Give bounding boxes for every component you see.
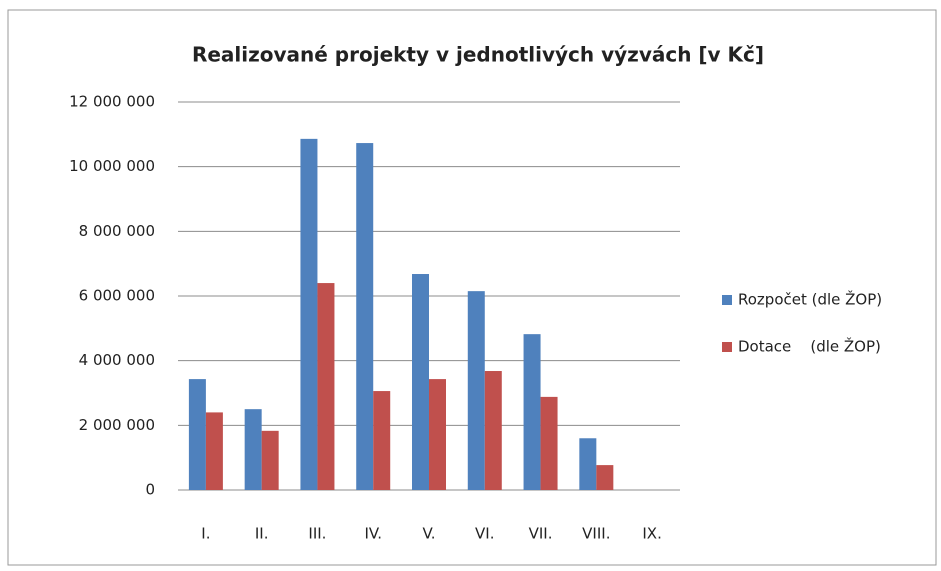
bar [540, 396, 558, 490]
bar [205, 412, 223, 490]
x-tick-label: V. [422, 525, 435, 543]
bar [484, 371, 502, 490]
bar [412, 274, 429, 490]
bar [523, 334, 541, 490]
x-tick-label: II. [255, 525, 269, 543]
bar [579, 438, 597, 490]
y-tick-label: 12 000 000 [69, 93, 155, 111]
y-tick-label: 4 000 000 [79, 351, 155, 369]
x-tick-label: VI. [475, 525, 494, 543]
x-tick-label: IV. [364, 525, 382, 543]
y-tick-label: 10 000 000 [69, 157, 155, 175]
bar [373, 391, 391, 490]
bar [467, 291, 485, 490]
legend-label: Dotace (dle ŽOP) [738, 337, 881, 356]
bar [356, 143, 374, 490]
legend-swatch [722, 295, 732, 305]
y-tick-label: 2 000 000 [79, 416, 155, 434]
bar [596, 465, 614, 490]
y-tick-label: 8 000 000 [79, 222, 155, 240]
bar [429, 379, 446, 490]
legend-swatch [722, 342, 732, 352]
chart-title: Realizované projekty v jednotlivých výzv… [192, 43, 764, 67]
bar [300, 138, 318, 491]
x-tick-label: IX. [642, 525, 661, 543]
x-tick-label: VII. [529, 525, 553, 543]
x-tick-label: III. [308, 525, 326, 543]
x-tick-label: I. [201, 525, 210, 543]
legend-label: Rozpočet (dle ŽOP) [738, 290, 882, 309]
bar [244, 409, 262, 490]
y-tick-label: 6 000 000 [79, 287, 155, 305]
bar [188, 379, 206, 490]
x-tick-label: VIII. [582, 525, 610, 543]
bar [317, 283, 335, 490]
y-tick-label: 0 [145, 481, 155, 499]
bar [261, 430, 279, 490]
